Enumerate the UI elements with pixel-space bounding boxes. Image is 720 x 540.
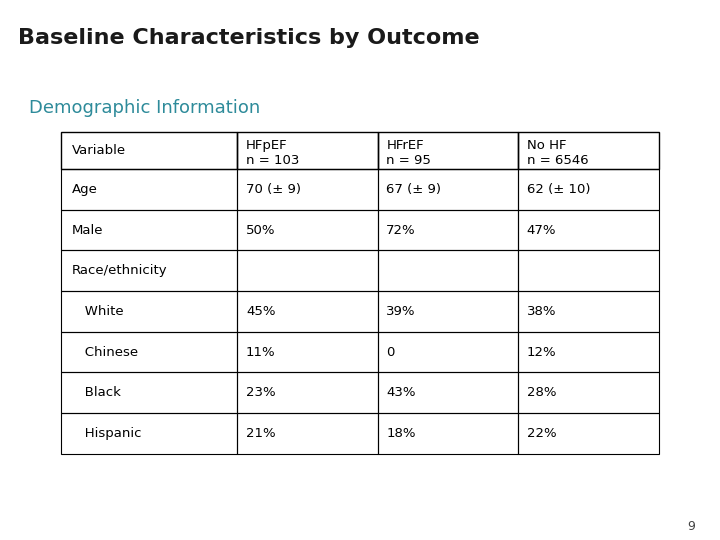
Text: Black: Black	[72, 386, 121, 399]
Text: 47%: 47%	[527, 224, 557, 237]
Bar	[518, 251, 659, 291]
Text: HFpEF: HFpEF	[246, 139, 287, 152]
Text: White: White	[72, 305, 123, 318]
Text: n = 6546: n = 6546	[527, 153, 588, 166]
Text: 43%: 43%	[387, 386, 416, 399]
Text: Demographic Information: Demographic Information	[29, 99, 260, 117]
Text: 67 (± 9): 67 (± 9)	[387, 183, 441, 196]
Bar	[378, 132, 518, 169]
Bar	[238, 332, 378, 373]
Bar	[61, 169, 238, 210]
Bar	[238, 169, 378, 210]
Bar	[378, 373, 518, 413]
Bar	[238, 132, 378, 169]
Text: 21%: 21%	[246, 427, 276, 440]
Bar	[61, 413, 238, 454]
Bar	[61, 251, 238, 291]
Text: n = 103: n = 103	[246, 153, 300, 166]
Text: Race/ethnicity: Race/ethnicity	[72, 264, 168, 278]
Text: 9: 9	[687, 519, 695, 532]
Text: 12%: 12%	[527, 346, 557, 359]
Text: 45%: 45%	[246, 305, 276, 318]
Text: 39%: 39%	[387, 305, 416, 318]
Text: 23%: 23%	[246, 386, 276, 399]
Text: Chinese: Chinese	[72, 346, 138, 359]
Text: 11%: 11%	[246, 346, 276, 359]
Bar	[378, 291, 518, 332]
Bar	[61, 210, 238, 251]
Text: 28%: 28%	[527, 386, 557, 399]
Bar	[378, 210, 518, 251]
Bar	[238, 251, 378, 291]
Text: Male: Male	[72, 224, 103, 237]
Bar	[518, 210, 659, 251]
Bar	[238, 413, 378, 454]
Bar	[518, 413, 659, 454]
Bar	[61, 132, 238, 169]
Bar	[378, 169, 518, 210]
Bar	[238, 373, 378, 413]
Bar	[518, 132, 659, 169]
Text: n = 95: n = 95	[387, 153, 431, 166]
Text: 18%: 18%	[387, 427, 416, 440]
Text: Age: Age	[72, 183, 98, 196]
Text: 22%: 22%	[527, 427, 557, 440]
Bar	[61, 291, 238, 332]
Bar	[518, 373, 659, 413]
Bar	[61, 332, 238, 373]
Bar	[378, 251, 518, 291]
Text: Variable: Variable	[72, 144, 126, 157]
Bar	[518, 332, 659, 373]
Text: 70 (± 9): 70 (± 9)	[246, 183, 301, 196]
Text: 72%: 72%	[387, 224, 416, 237]
Bar	[378, 413, 518, 454]
Text: 50%: 50%	[246, 224, 276, 237]
Bar	[518, 291, 659, 332]
Bar	[378, 332, 518, 373]
Text: 38%: 38%	[527, 305, 557, 318]
Text: Baseline Characteristics by Outcome: Baseline Characteristics by Outcome	[18, 28, 480, 48]
Bar	[238, 291, 378, 332]
Bar	[238, 210, 378, 251]
Text: 0: 0	[387, 346, 395, 359]
Bar	[61, 373, 238, 413]
Text: HFrEF: HFrEF	[387, 139, 424, 152]
Text: 62 (± 10): 62 (± 10)	[527, 183, 590, 196]
Text: Hispanic: Hispanic	[72, 427, 141, 440]
Text: No HF: No HF	[527, 139, 567, 152]
Bar	[518, 169, 659, 210]
